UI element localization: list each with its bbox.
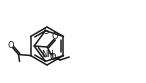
Text: S: S — [43, 27, 48, 36]
Text: O: O — [52, 32, 59, 41]
Text: O: O — [50, 53, 57, 62]
Text: 2: 2 — [51, 54, 55, 59]
Text: O: O — [7, 41, 14, 49]
Text: NH: NH — [41, 50, 54, 59]
